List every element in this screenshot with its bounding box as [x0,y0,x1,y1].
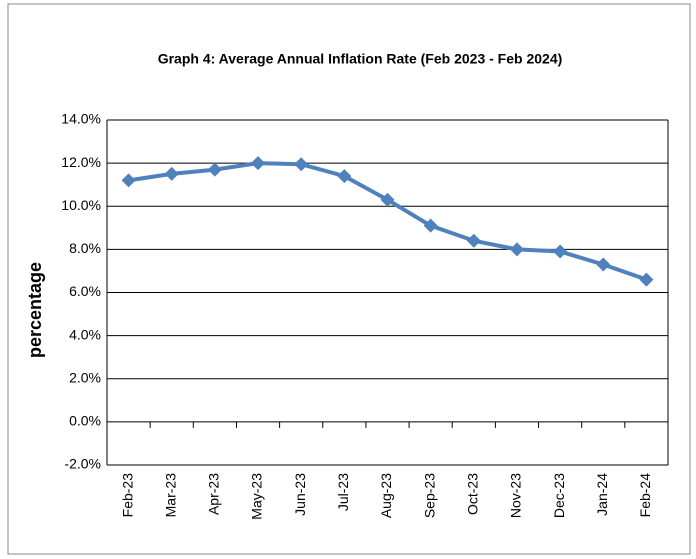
x-tick-label: Oct-23 [465,473,481,515]
y-tick-label: 0.0% [69,413,101,429]
x-tick-label: Apr-23 [206,473,222,515]
data-point [509,242,524,257]
data-point [423,218,438,233]
data-point [337,169,352,184]
x-tick-label: Feb-23 [119,473,135,518]
y-tick-label: 12.0% [61,154,101,170]
data-point [251,156,266,171]
y-tick-label: 8.0% [69,240,101,256]
chart-border [7,3,691,555]
y-axis-label: percentage [25,262,45,358]
x-tick-label: Jul-23 [335,473,351,511]
y-tick-label: -2.0% [64,456,101,472]
data-point [164,166,179,181]
data-point [466,233,481,248]
y-tick-label: 2.0% [69,369,101,385]
y-tick-label: 10.0% [61,197,101,213]
data-point [639,272,654,287]
x-tick-label: Sep-23 [421,473,437,518]
data-point [553,244,568,259]
data-point [380,192,395,207]
x-tick-label: Mar-23 [162,473,178,518]
x-tick-label: May-23 [249,473,265,520]
data-point [596,257,611,272]
x-tick-label: Jan-24 [594,473,610,516]
data-point [121,173,136,188]
y-tick-label: 4.0% [69,326,101,342]
data-point [207,162,222,177]
data-point [294,157,309,172]
y-tick-label: 6.0% [69,283,101,299]
x-tick-label: Aug-23 [378,473,394,518]
chart-title: Graph 4: Average Annual Inflation Rate (… [158,51,563,67]
x-tick-label: Nov-23 [508,473,524,518]
y-tick-label: 14.0% [61,111,101,127]
x-tick-label: Dec-23 [551,473,567,518]
x-tick-label: Feb-24 [637,473,653,518]
x-tick-label: Jun-23 [292,473,308,516]
